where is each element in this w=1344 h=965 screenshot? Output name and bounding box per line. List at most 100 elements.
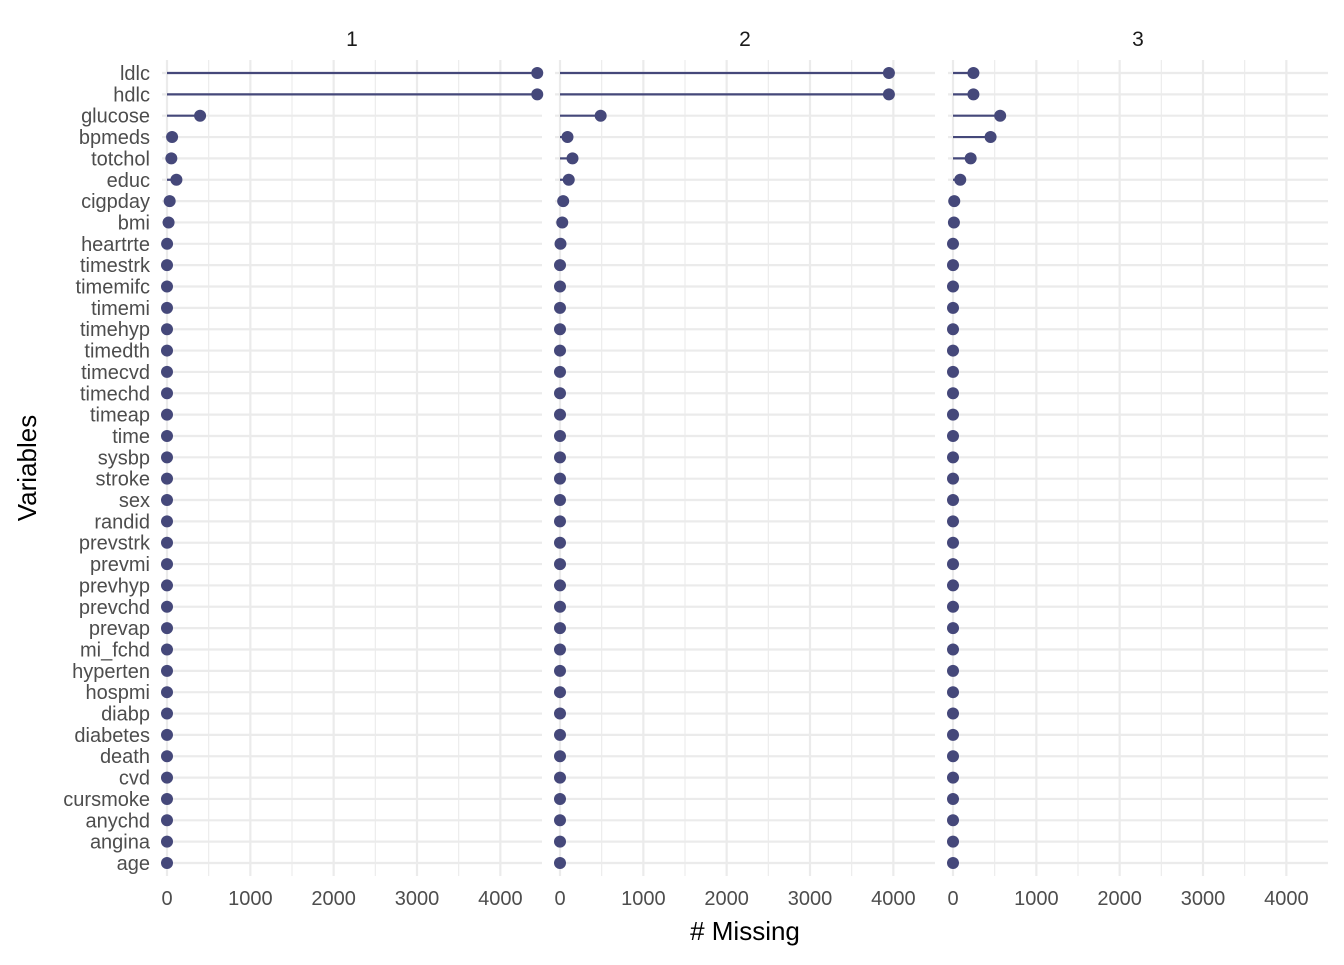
y-tick-label: bmi [118, 212, 150, 234]
y-tick-label: totchol [91, 148, 150, 170]
lollipop-point [161, 408, 173, 421]
y-tick-label: randid [94, 511, 150, 533]
lollipop-point [554, 237, 567, 250]
lollipop-point [554, 857, 566, 869]
y-tick-label: timecvd [81, 362, 150, 384]
lollipop-point [967, 67, 980, 79]
y-tick-label: stroke [96, 469, 150, 491]
lollipop-point [947, 579, 959, 592]
y-tick-label: prevhyp [79, 575, 150, 597]
lollipop-point [947, 365, 959, 378]
y-tick-label: cursmoke [63, 789, 150, 811]
lollipop-point [947, 515, 959, 528]
lollipop-point [554, 344, 566, 357]
lollipop-point [554, 835, 566, 848]
lollipop-point [554, 643, 566, 656]
lollipop-point [947, 707, 959, 720]
lollipop-point [531, 88, 544, 101]
lollipop-point [964, 152, 977, 165]
lollipop-point [554, 664, 566, 677]
lollipop-point [947, 792, 959, 805]
lollipop-point [947, 600, 959, 613]
lollipop-point [562, 173, 575, 186]
lollipop-point [554, 686, 566, 699]
lollipop-point [947, 835, 959, 848]
lollipop-point [554, 515, 566, 528]
lollipop-point [554, 600, 566, 613]
lollipop-point [161, 558, 173, 571]
lollipop-point [554, 622, 566, 635]
lollipop-point [947, 771, 959, 784]
lollipop-point [954, 173, 967, 186]
lollipop-point [554, 408, 566, 421]
lollipop-point [554, 323, 566, 336]
lollipop-point [161, 664, 173, 677]
x-tick-label: 4000 [1264, 888, 1309, 910]
y-tick-label: timehyp [80, 319, 150, 341]
y-tick-label: ldlc [120, 63, 150, 85]
lollipop-point [554, 429, 566, 442]
y-tick-label: hyperten [72, 661, 150, 683]
lollipop-point [161, 301, 173, 314]
y-tick-label: diabetes [74, 725, 150, 747]
lollipop-point [161, 515, 173, 528]
lollipop-point [947, 387, 959, 400]
lollipop-point [948, 195, 961, 208]
lollipop-point [554, 792, 566, 805]
lollipop-point [554, 387, 566, 400]
lollipop-point [554, 472, 566, 485]
y-tick-label: prevchd [79, 597, 150, 619]
lollipop-point [947, 408, 959, 421]
lollipop-point [947, 451, 959, 464]
lollipop-point [161, 728, 173, 741]
x-tick-label: 0 [161, 888, 172, 910]
lollipop-point [161, 771, 173, 784]
y-tick-label: sex [119, 490, 150, 512]
lollipop-point [161, 600, 173, 613]
lollipop-point [165, 152, 178, 165]
lollipop-point [554, 558, 566, 571]
facet-label: 1 [346, 28, 358, 51]
lollipop-point [161, 451, 173, 464]
y-tick-label: cigpday [81, 191, 150, 213]
lollipop-point [947, 814, 959, 827]
lollipop-point [947, 237, 959, 250]
lollipop-point [161, 494, 173, 507]
lollipop-point [554, 536, 566, 549]
x-tick-label: 0 [947, 888, 958, 910]
y-tick-label: prevap [89, 618, 150, 640]
lollipop-point [947, 301, 959, 314]
x-tick-label: 1000 [228, 888, 273, 910]
lollipop-point [967, 88, 980, 101]
lollipop-point [947, 494, 959, 507]
lollipop-point [947, 750, 959, 763]
lollipop-point [554, 301, 566, 314]
lollipop-point [947, 536, 959, 549]
lollipop-point [947, 323, 959, 336]
lollipop-point [161, 237, 174, 250]
lollipop-point [566, 152, 579, 165]
y-tick-label: death [100, 746, 150, 768]
y-tick-label: hdlc [113, 84, 150, 106]
lollipop-point [161, 750, 173, 763]
facet-label: 2 [739, 28, 751, 51]
lollipop-point [947, 622, 959, 635]
y-tick-label: hospmi [86, 682, 150, 704]
lollipop-point [161, 643, 173, 656]
x-tick-label: 2000 [1097, 888, 1142, 910]
lollipop-point [947, 429, 959, 442]
y-axis-title: Variables [12, 415, 42, 521]
x-tick-label: 1000 [621, 888, 666, 910]
lollipop-point [194, 109, 207, 122]
lollipop-point [947, 216, 960, 229]
lollipop-point [161, 365, 173, 378]
x-tick-label: 2000 [311, 888, 356, 910]
y-tick-label: educ [107, 170, 150, 192]
y-tick-label: glucose [81, 106, 150, 128]
lollipop-point [882, 67, 895, 79]
lollipop-point [554, 750, 566, 763]
lollipop-point [161, 707, 173, 720]
x-tick-label: 1000 [1014, 888, 1059, 910]
